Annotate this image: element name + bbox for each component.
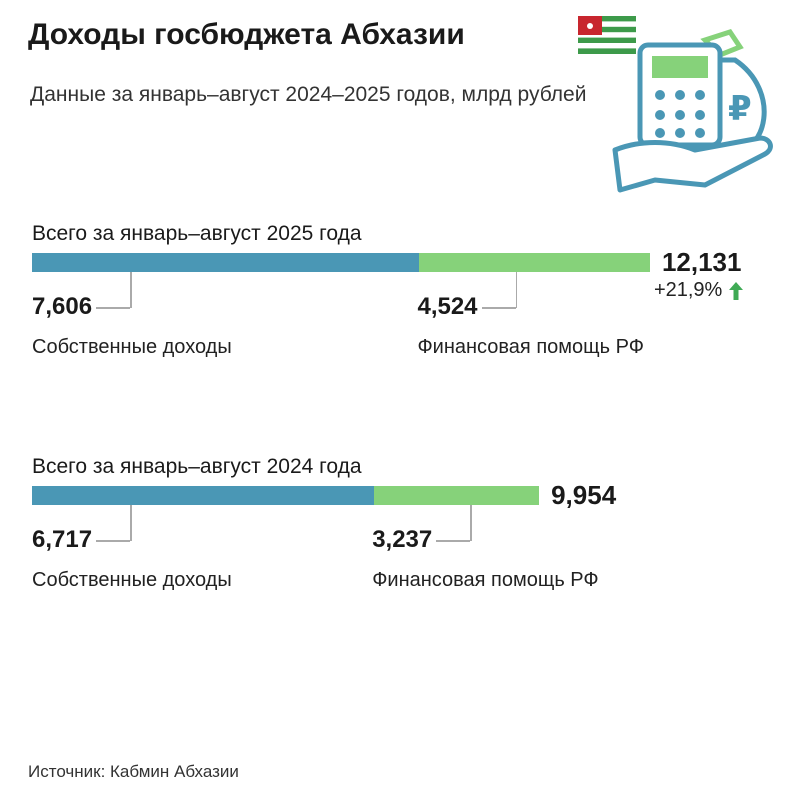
- value-label: 3,237: [372, 526, 433, 553]
- arrow-shape: [729, 282, 744, 300]
- leader-line: [130, 272, 132, 308]
- svg-text:₽: ₽: [728, 90, 752, 128]
- title: Доходы госбюджета Абхазии: [28, 18, 465, 51]
- category-label: Финансовая помощь РФ: [372, 569, 599, 591]
- source: Источник: Кабмин Абхазии: [28, 762, 239, 781]
- value-label: 4,524: [417, 293, 478, 320]
- flag: [578, 16, 636, 54]
- bar-segment: [419, 253, 650, 272]
- leader-line: [130, 505, 132, 541]
- up-arrow: [729, 282, 744, 300]
- change-label: +21,9%: [653, 279, 723, 301]
- bar-segment: [32, 253, 420, 272]
- bar-segment: [374, 486, 540, 505]
- category-label: Финансовая помощь РФ: [417, 336, 644, 358]
- category-label: Собственные доходы: [32, 336, 232, 358]
- leader-line: [96, 307, 131, 309]
- leader-line: [470, 505, 472, 541]
- bar-segment: [32, 486, 375, 505]
- leader-line: [96, 540, 131, 542]
- total-label: 12,131: [661, 247, 742, 277]
- subtitle: Данные за январь–август 2024–2025 годов,…: [30, 83, 587, 106]
- category-label: Собственные доходы: [32, 569, 232, 591]
- chart-title: Всего за январь–август 2025 года: [32, 222, 362, 245]
- total-label: 9,954: [551, 480, 617, 510]
- leader-line: [436, 540, 471, 542]
- chart-title: Всего за январь–август 2024 года: [32, 455, 362, 478]
- value-label: 6,717: [32, 526, 93, 553]
- money-icon: ₽: [612, 29, 773, 193]
- leader-line: [515, 272, 518, 308]
- leader-line: [481, 307, 516, 309]
- value-label: 7,606: [32, 293, 93, 320]
